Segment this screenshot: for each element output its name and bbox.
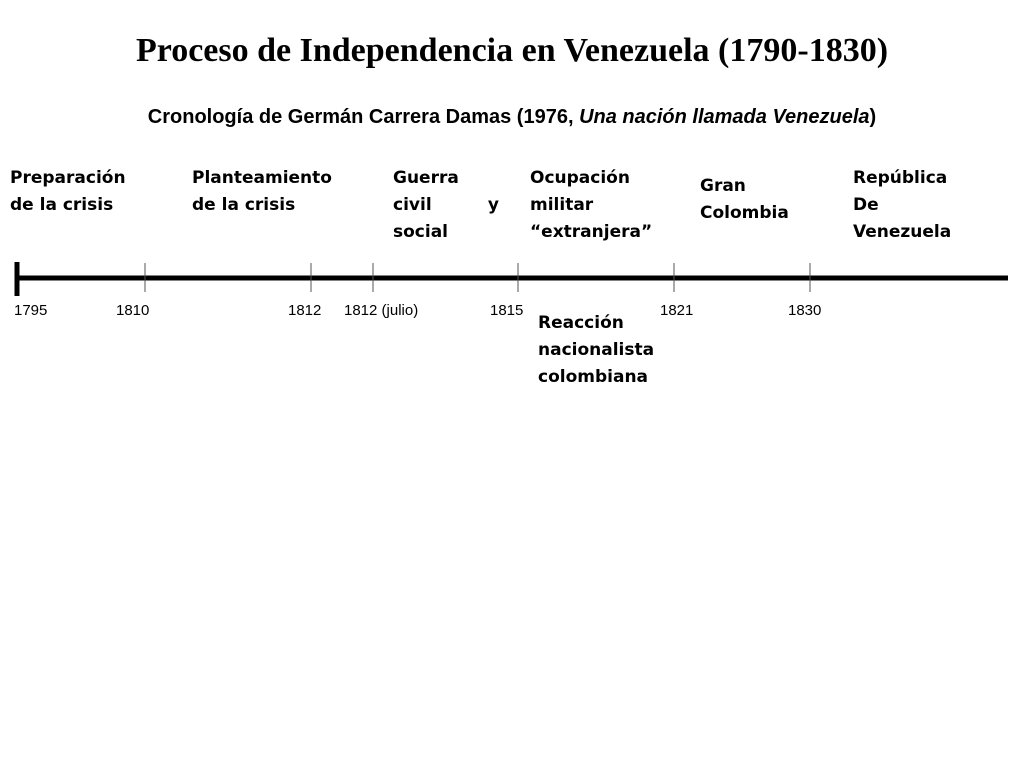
year-label: 1812	[288, 302, 322, 319]
period-word: y	[487, 195, 499, 215]
period-line-justified: civil y	[393, 192, 499, 219]
period-line: Ocupación	[530, 168, 630, 188]
period-planteamiento: Planteamiento de la crisis	[192, 165, 332, 219]
period-line: Reacción	[538, 313, 624, 333]
year-label: 1830	[788, 302, 822, 319]
period-line: social	[393, 222, 449, 242]
year-label: 1812 (julio)	[344, 302, 419, 319]
subtitle-suffix: )	[869, 106, 877, 128]
subtitle-prefix: Cronología de Germán Carrera Damas (1976…	[147, 106, 580, 128]
period-preparacion: Preparación de la crisis	[10, 165, 126, 219]
period-line: Planteamiento	[192, 168, 332, 188]
year-label: 1815	[490, 302, 524, 319]
period-line: República	[853, 168, 948, 188]
period-line: de la crisis	[192, 195, 296, 215]
period-ocupacion: Ocupación militar “extranjera”	[530, 165, 652, 246]
period-line: de la crisis	[10, 195, 114, 215]
period-guerra: Guerra civil y social	[393, 165, 499, 246]
period-line: Colombia	[700, 203, 789, 223]
year-label: 1810	[116, 302, 150, 319]
period-line: “extranjera”	[530, 222, 653, 242]
period-republica: República De Venezuela	[853, 165, 951, 246]
page-title: Proceso de Independencia en Venezuela (1…	[135, 32, 889, 69]
period-gran-colombia: Gran Colombia	[700, 173, 789, 227]
period-line: Preparación	[10, 168, 126, 188]
period-line: nacionalista	[538, 340, 655, 360]
period-line: Guerra	[393, 168, 459, 188]
subtitle: Cronología de Germán Carrera Damas (1976…	[0, 103, 1024, 131]
period-line: militar	[530, 195, 594, 215]
period-line: De	[853, 195, 879, 215]
period-word: civil	[393, 195, 432, 215]
period-line: Venezuela	[853, 222, 952, 242]
period-line: colombiana	[538, 367, 649, 387]
subtitle-book: Una nación llamada Venezuela	[579, 106, 870, 128]
year-label: 1795	[14, 302, 48, 319]
period-reaccion: Reacción nacionalista colombiana	[538, 310, 654, 391]
year-label: 1821	[660, 302, 694, 319]
period-line: Gran	[700, 176, 746, 196]
